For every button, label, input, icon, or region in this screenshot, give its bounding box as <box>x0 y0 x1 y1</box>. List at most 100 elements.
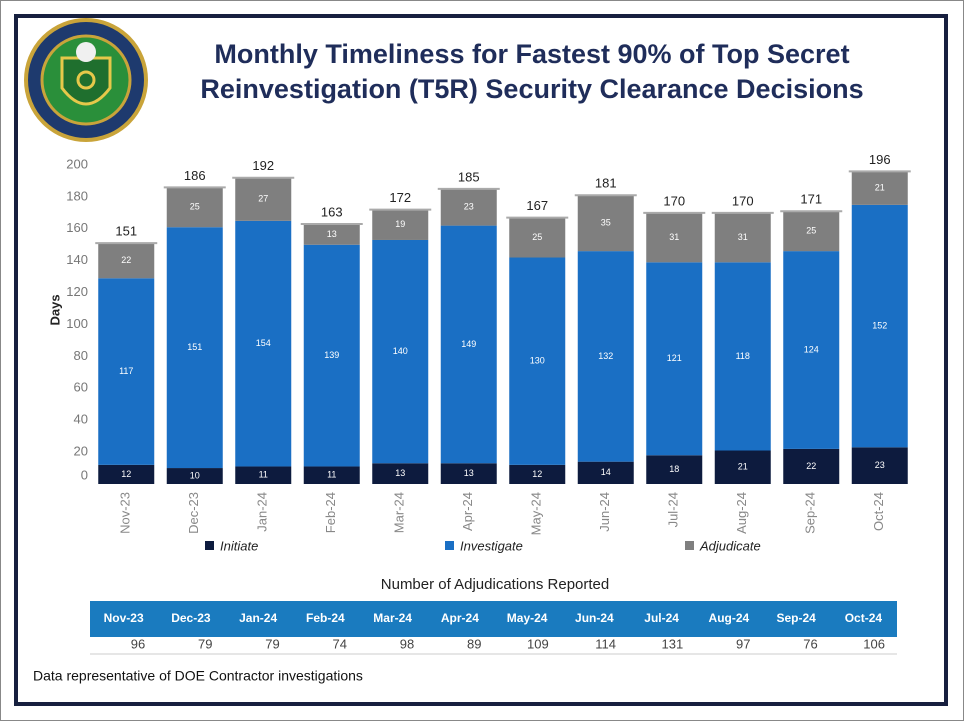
data-label: 12 <box>532 469 542 479</box>
x-tick-label: Dec-23 <box>186 492 201 534</box>
table-cell: 131 <box>662 636 684 651</box>
bar-segment <box>440 188 497 226</box>
y-tick-label: 60 <box>74 380 88 395</box>
data-label: 35 <box>601 218 611 228</box>
legend-label: Initiate <box>220 538 258 553</box>
bar-segment <box>98 278 155 465</box>
data-label: 14 <box>601 467 611 477</box>
bar-segment <box>851 447 908 484</box>
bar-segment <box>98 243 155 279</box>
x-tick-label: Feb-24 <box>323 492 338 533</box>
total-label: 151 <box>115 224 137 239</box>
data-label: 140 <box>393 346 408 356</box>
total-label: 181 <box>595 176 617 191</box>
bar-segment <box>166 187 223 228</box>
data-label: 22 <box>806 461 816 471</box>
bar-segment <box>303 224 360 245</box>
y-tick-label: 120 <box>66 284 88 299</box>
table-cell: 114 <box>595 636 616 651</box>
chart-title: Monthly Timeliness for Fastest 90% of To… <box>214 39 849 69</box>
data-label: 154 <box>256 338 271 348</box>
total-label: 170 <box>663 193 685 208</box>
table-header-cell: Mar-24 <box>373 611 412 625</box>
bar-segment <box>235 177 292 221</box>
y-tick-label: 160 <box>66 220 88 235</box>
data-label: 22 <box>121 255 131 265</box>
table-cell: 96 <box>131 636 145 651</box>
data-label: 25 <box>190 202 200 212</box>
y-tick-label: 80 <box>74 348 88 363</box>
data-label: 18 <box>669 464 679 474</box>
x-tick-label: Sep-24 <box>803 492 818 534</box>
data-label: 19 <box>395 219 405 229</box>
table-header-cell: Sep-24 <box>776 611 816 625</box>
x-tick-label: May-24 <box>529 492 544 535</box>
data-label: 21 <box>875 183 885 193</box>
bar-segment <box>577 251 634 462</box>
bar-segment <box>166 227 223 469</box>
data-label: 121 <box>667 353 682 363</box>
legend-label: Investigate <box>460 538 523 553</box>
legend-swatch <box>205 541 214 550</box>
x-tick-label: Mar-24 <box>392 492 407 533</box>
table-cell: 89 <box>467 636 481 651</box>
total-label: 170 <box>732 193 754 208</box>
bar-segment <box>714 262 771 451</box>
data-label: 12 <box>121 469 131 479</box>
table-header-cell: May-24 <box>507 611 548 625</box>
table-cell: 79 <box>198 636 212 651</box>
table-header-cell: Jan-24 <box>239 611 277 625</box>
legend-label: Adjudicate <box>699 538 761 553</box>
y-tick-label: 140 <box>66 252 88 267</box>
bar-segment <box>783 251 840 449</box>
bar-segment <box>509 464 566 484</box>
data-label: 13 <box>395 468 405 478</box>
data-label: 132 <box>598 351 613 361</box>
data-label: 13 <box>327 229 337 239</box>
table-header-bar <box>90 601 897 637</box>
y-axis-label: Days <box>47 294 62 325</box>
bar-segment <box>440 225 497 464</box>
total-label: 163 <box>321 204 343 219</box>
bar-segment <box>166 468 223 484</box>
data-label: 23 <box>875 460 885 470</box>
table-cell: 76 <box>803 636 817 651</box>
total-label: 196 <box>869 152 891 167</box>
table-cell: 79 <box>265 636 279 651</box>
x-tick-label: Jul-24 <box>666 492 681 527</box>
y-tick-label: 180 <box>66 188 88 203</box>
x-tick-label: Oct-24 <box>871 492 886 531</box>
bar-segment <box>646 262 703 456</box>
data-label: 149 <box>461 339 476 349</box>
total-label: 167 <box>526 198 548 213</box>
table-cell: 106 <box>863 636 885 651</box>
data-label: 130 <box>530 356 545 366</box>
data-label: 25 <box>806 226 816 236</box>
logo <box>24 18 148 142</box>
data-label: 139 <box>324 350 339 360</box>
data-label: 118 <box>736 351 750 361</box>
table-header-cell: Oct-24 <box>845 611 883 625</box>
x-tick-label: Nov-23 <box>118 492 133 534</box>
data-label: 31 <box>669 232 679 242</box>
bar-segment <box>509 217 566 258</box>
data-label: 151 <box>187 342 202 352</box>
table-cell: 109 <box>527 636 549 651</box>
legend-swatch <box>445 541 454 550</box>
bar-segment <box>714 212 771 263</box>
data-label: 124 <box>804 344 819 354</box>
data-label: 10 <box>190 470 200 480</box>
legend-swatch <box>685 541 694 550</box>
data-label: 11 <box>259 470 268 480</box>
data-label: 11 <box>327 470 336 480</box>
bar-segment <box>577 461 634 484</box>
bar-segment <box>303 244 360 467</box>
total-label: 186 <box>184 168 206 183</box>
data-label: 13 <box>464 468 474 478</box>
bar-segment <box>235 220 292 467</box>
bar-segment <box>851 171 908 205</box>
total-label: 171 <box>800 192 822 207</box>
footer: Data representative of DOE Contractor in… <box>33 668 363 684</box>
table-header-cell: Nov-23 <box>104 611 144 625</box>
